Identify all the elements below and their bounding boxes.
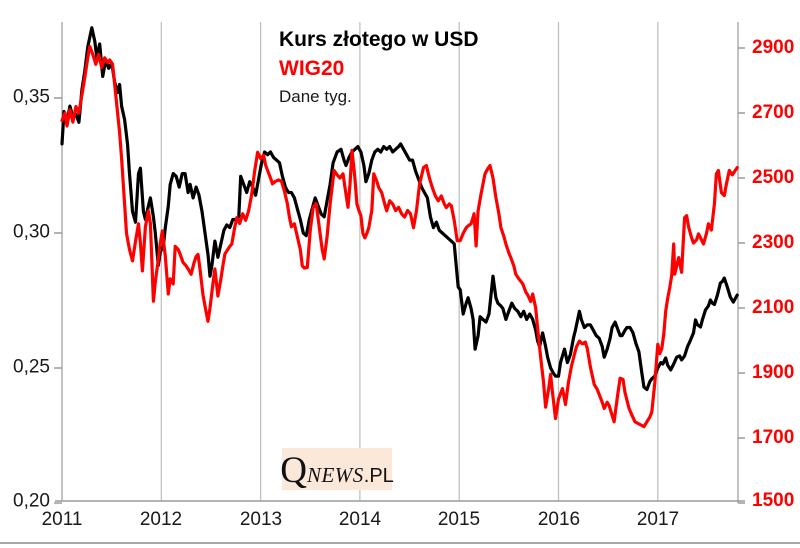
x-axis-tick-2016: 2016 (537, 509, 581, 530)
right-axis-tick-2900: 2900 (752, 37, 795, 58)
x-axis-tick-2015: 2015 (437, 509, 481, 530)
qnews-logo: Q NEWS .PL (280, 448, 394, 491)
right-axis-tick-2700: 2700 (752, 102, 795, 123)
left-axis-tick-0.20: 0,20 (13, 490, 50, 512)
right-axis-tick-1500: 1500 (752, 490, 795, 511)
right-axis-tick-1900: 1900 (752, 362, 795, 383)
chart-title: Kurs złotego w USD (279, 28, 479, 51)
chart-subtitle: Dane tyg. (279, 87, 352, 106)
left-axis-tick-0.25: 0,25 (13, 356, 50, 378)
right-axis-tick-2500: 2500 (752, 167, 795, 188)
wig20-legend-label: WIG20 (279, 57, 345, 80)
usd-line (60, 26, 739, 392)
right-axis-tick-2300: 2300 (752, 232, 795, 253)
qnews-logo-q: Q (280, 450, 307, 491)
right-axis-tick-2100: 2100 (752, 297, 795, 318)
qnews-logo-pl: .PL (363, 465, 394, 487)
x-axis-tick-2012: 2012 (139, 509, 183, 530)
left-axis-tick-0.30: 0,30 (13, 221, 50, 243)
x-axis-tick-2014: 2014 (338, 509, 382, 530)
qnews-logo-news: NEWS (306, 463, 364, 487)
x-axis-tick-2013: 2013 (239, 509, 283, 530)
right-axis-tick-1700: 1700 (752, 427, 795, 448)
left-axis-tick-0.35: 0,35 (13, 86, 50, 108)
x-axis-tick-2017: 2017 (636, 509, 680, 530)
wig20-line (60, 44, 739, 429)
x-axis-tick-2011: 2011 (41, 509, 83, 530)
bottom-border-rule (0, 542, 800, 544)
